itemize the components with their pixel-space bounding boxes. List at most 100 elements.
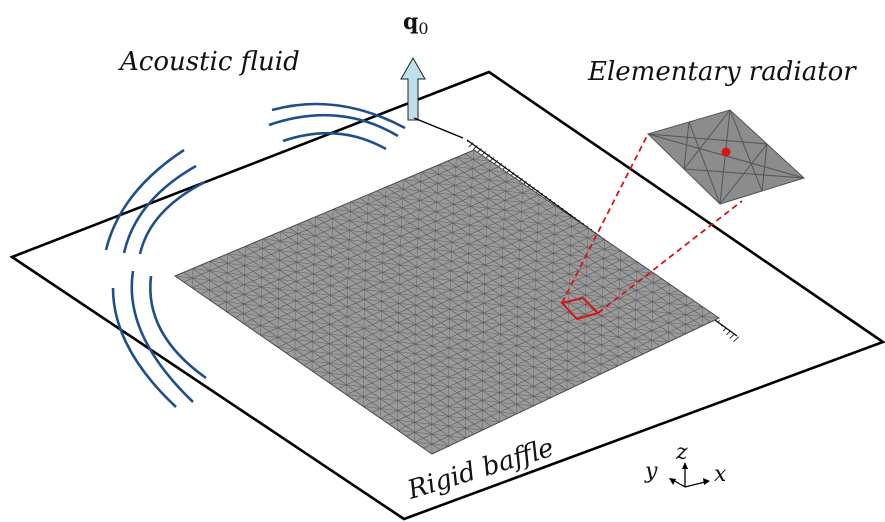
mesh-line xyxy=(297,252,315,256)
mesh-line xyxy=(192,277,210,281)
mesh-line xyxy=(483,303,501,306)
mesh-line xyxy=(635,328,652,331)
mesh-line xyxy=(365,251,384,254)
mesh-line xyxy=(472,159,474,169)
mesh-line xyxy=(451,251,469,254)
acoustic-wave-arcs xyxy=(104,102,406,408)
mesh-line xyxy=(278,288,296,292)
mesh-line xyxy=(499,382,517,385)
mesh-line xyxy=(277,346,296,350)
mesh-line xyxy=(312,331,330,335)
mesh-line xyxy=(553,262,570,265)
mesh-line xyxy=(260,335,278,338)
mesh-line xyxy=(397,361,415,364)
mesh-line xyxy=(433,268,451,271)
mesh-line xyxy=(465,349,483,352)
mesh-line xyxy=(278,279,297,282)
mesh-line xyxy=(550,339,568,342)
mesh-line xyxy=(313,273,331,277)
mesh-line xyxy=(488,179,490,190)
mesh-line xyxy=(226,292,245,295)
mesh-line xyxy=(587,256,604,259)
mesh-line xyxy=(348,249,367,252)
mesh-line xyxy=(448,406,466,409)
mesh-line xyxy=(399,264,417,268)
mesh-line xyxy=(469,224,487,228)
mesh-line xyxy=(485,245,503,249)
mesh-line xyxy=(432,316,450,320)
mesh-line xyxy=(469,234,487,237)
mesh-line xyxy=(261,305,279,309)
mesh-line xyxy=(332,237,350,241)
elementary-radiator-label: Elementary radiator xyxy=(587,57,857,87)
connector-line-upper xyxy=(561,133,649,304)
mesh-line xyxy=(584,352,602,355)
mesh-line xyxy=(365,279,383,283)
mesh-line xyxy=(516,364,534,368)
mesh-line xyxy=(603,277,620,280)
mesh-line xyxy=(505,181,507,192)
mesh-line xyxy=(534,308,552,311)
mesh-line xyxy=(516,384,534,387)
mesh-line xyxy=(295,300,313,304)
mesh-line xyxy=(484,274,502,277)
mesh-line xyxy=(380,339,399,343)
mesh-line xyxy=(418,228,436,231)
mesh-line xyxy=(602,306,619,309)
mesh-line xyxy=(504,191,506,201)
mesh-line xyxy=(227,253,246,257)
mesh-line xyxy=(431,433,449,437)
mesh-line xyxy=(487,207,505,211)
mesh-line xyxy=(192,287,210,291)
mesh-line xyxy=(311,239,605,372)
mesh-line xyxy=(489,161,491,171)
mesh-line xyxy=(397,380,415,384)
mesh-line xyxy=(636,290,653,293)
mesh-line xyxy=(434,249,452,252)
mesh-line xyxy=(485,255,503,258)
mesh-line xyxy=(538,203,556,207)
mesh-line xyxy=(315,225,333,229)
mesh-line xyxy=(381,301,399,304)
mesh-line xyxy=(226,282,245,285)
mesh-line xyxy=(414,353,432,356)
mesh-line xyxy=(244,294,262,297)
mesh-line xyxy=(500,343,517,346)
mesh-line xyxy=(471,196,489,199)
mesh-line xyxy=(570,245,588,248)
mesh-line xyxy=(455,166,473,169)
mesh-line xyxy=(668,332,686,335)
mesh-line xyxy=(454,176,456,186)
mesh-line xyxy=(453,185,455,195)
mesh-line xyxy=(415,324,433,327)
mesh-line xyxy=(312,341,330,344)
mesh-line xyxy=(363,337,381,341)
mesh-line xyxy=(482,410,500,413)
mesh-line xyxy=(261,277,280,280)
mesh-line xyxy=(466,330,484,333)
mesh-line xyxy=(555,215,573,218)
mesh-line xyxy=(601,354,618,357)
mesh-line xyxy=(552,291,569,294)
mesh-line xyxy=(417,257,435,260)
mesh-line xyxy=(414,372,432,376)
mesh-line xyxy=(516,403,534,407)
mesh-line xyxy=(635,299,653,303)
mesh-line xyxy=(262,248,280,251)
mesh-line xyxy=(568,292,586,296)
mesh-line xyxy=(347,287,365,290)
mesh-line xyxy=(603,267,621,271)
mesh-line xyxy=(384,215,402,218)
mesh-line xyxy=(397,400,415,403)
mesh-line xyxy=(210,260,228,264)
mesh-line xyxy=(448,376,466,380)
mesh-line xyxy=(192,268,210,272)
mesh-line xyxy=(466,339,484,343)
mesh-line xyxy=(347,297,365,300)
mesh-line xyxy=(432,345,450,349)
mesh-line xyxy=(277,216,573,348)
mesh-line xyxy=(397,351,415,354)
mesh-line xyxy=(601,334,619,338)
mesh-line xyxy=(261,296,279,299)
